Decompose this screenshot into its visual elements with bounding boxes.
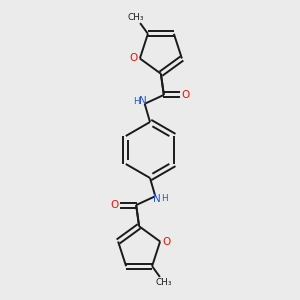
- Text: O: O: [181, 90, 189, 100]
- Text: H: H: [161, 194, 167, 203]
- Text: O: O: [111, 200, 119, 210]
- Text: O: O: [129, 53, 137, 64]
- Text: CH₃: CH₃: [128, 13, 145, 22]
- Text: CH₃: CH₃: [155, 278, 172, 287]
- Text: N: N: [153, 194, 160, 204]
- Text: N: N: [140, 96, 147, 106]
- Text: H: H: [133, 97, 140, 106]
- Text: O: O: [163, 236, 171, 247]
